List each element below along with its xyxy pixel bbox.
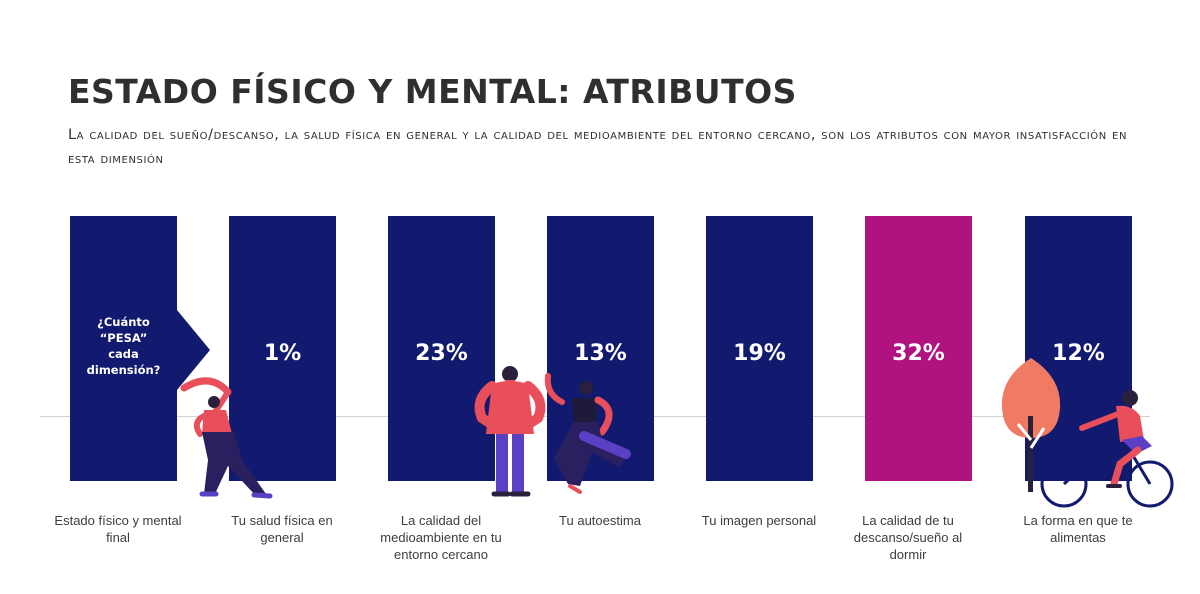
column-label: Tu imagen personal (701, 513, 817, 528)
question-line: ¿Cuánto (97, 315, 150, 329)
column-value: 12% (1052, 341, 1105, 366)
page-subtitle: La calidad del sueño/descanso, la salud … (68, 127, 1128, 167)
column-value: 13% (574, 341, 627, 366)
column-medioambiente: 23% (388, 216, 495, 481)
column-label: Tu autoestima (559, 513, 641, 528)
tree-illustration (1001, 358, 1061, 492)
column-label: La calidad del medioambiente en tu entor… (380, 513, 502, 562)
column-label: Tu salud física en general (231, 513, 333, 545)
question-line: cada (108, 347, 139, 361)
column-descanso-sueno: 32% (865, 216, 972, 481)
question-text: ¿Cuánto “PESA” cada dimensión? (70, 314, 177, 378)
question-line: “PESA” (99, 331, 148, 345)
column-value: 19% (733, 341, 786, 366)
page-title: ESTADO FÍSICO Y MENTAL: ATRIBUTOS (68, 72, 797, 111)
standing-man-illustration (474, 366, 546, 497)
column-label: La calidad de tu descanso/sueño al dormi… (853, 513, 963, 562)
column-salud-fisica: 1% (229, 216, 336, 481)
cyclist-illustration (1040, 390, 1174, 508)
dancing-woman-illustration (544, 373, 631, 494)
stretching-woman-illustration (180, 377, 273, 499)
column-value: 23% (415, 341, 468, 366)
question-line: dimensión? (86, 363, 161, 377)
column-imagen-personal: 19% (706, 216, 813, 481)
column-estado-fisico-mental-final: ¿Cuánto “PESA” cada dimensión? (70, 216, 177, 481)
column-label: Estado físico y mental final (54, 513, 182, 545)
column-label: La forma en que te alimentas (1023, 513, 1133, 545)
column-value: 32% (892, 341, 945, 366)
column-alimentacion: 12% (1025, 216, 1132, 481)
arrow-pointer-icon (177, 310, 210, 390)
column-value: 1% (263, 341, 302, 366)
